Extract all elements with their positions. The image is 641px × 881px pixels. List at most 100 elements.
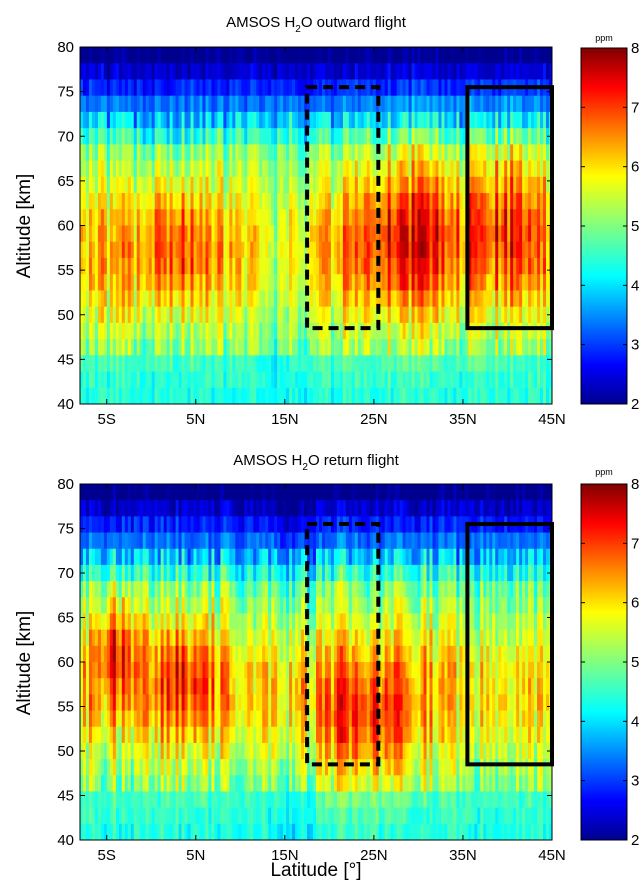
heatmap-cell: [342, 355, 347, 373]
heatmap-cell: [360, 209, 365, 227]
heatmap-cell: [112, 742, 117, 760]
heatmap-cell: [229, 516, 233, 534]
heatmap-cell: [85, 484, 90, 501]
heatmap-cell: [301, 176, 305, 194]
heatmap-cell: [202, 193, 207, 210]
heatmap-cell: [184, 241, 189, 259]
heatmap-cell: [247, 257, 251, 275]
heatmap-cell: [250, 759, 254, 776]
heatmap-cell: [166, 678, 171, 695]
heatmap-cell: [193, 274, 198, 292]
heatmap-cell: [265, 47, 269, 64]
heatmap-cell: [250, 306, 254, 324]
heatmap-cell: [519, 339, 523, 356]
heatmap-cell: [106, 193, 111, 210]
heatmap-cell: [244, 548, 248, 566]
heatmap-cell: [244, 160, 248, 178]
heatmap-cell: [136, 791, 141, 809]
heatmap-cell: [136, 581, 141, 598]
heatmap-cell: [172, 597, 177, 615]
heatmap-cell: [88, 176, 93, 194]
heatmap-cell: [408, 225, 413, 243]
heatmap-cell: [169, 629, 174, 647]
heatmap-cell: [498, 387, 502, 404]
heatmap-cell: [318, 274, 323, 292]
heatmap-cell: [226, 274, 230, 292]
heatmap-cell: [208, 160, 213, 178]
heatmap-cell: [363, 176, 368, 194]
heatmap-cell: [318, 257, 323, 275]
heatmap-cell: [109, 241, 114, 259]
heatmap-cell: [250, 176, 254, 194]
heatmap-cell: [298, 209, 302, 227]
heatmap-cell: [262, 807, 266, 825]
heatmap-cell: [351, 47, 356, 64]
heatmap-cell: [450, 111, 455, 129]
heatmap-cell: [390, 339, 395, 356]
heatmap-cell: [94, 500, 99, 517]
heatmap-cell: [540, 290, 544, 308]
heatmap-cell: [121, 759, 126, 776]
heatmap-cell: [80, 694, 84, 712]
heatmap-cell: [459, 290, 463, 308]
heatmap-cell: [426, 144, 431, 162]
heatmap-cell: [133, 225, 138, 243]
heatmap-cell: [471, 241, 475, 259]
heatmap-cell: [97, 500, 102, 517]
heatmap-cell: [381, 371, 386, 389]
heatmap-cell: [193, 79, 198, 97]
heatmap-cell: [348, 95, 353, 113]
heatmap-cell: [333, 306, 338, 324]
heatmap-cell: [94, 532, 99, 550]
heatmap-cell: [453, 209, 458, 227]
heatmap-cell: [304, 306, 308, 324]
heatmap-cell: [187, 791, 192, 809]
heatmap-cell: [157, 613, 162, 631]
heatmap-cell: [208, 47, 213, 64]
heatmap-cell: [411, 47, 416, 64]
heatmap-cell: [250, 726, 254, 744]
heatmap-cell: [229, 678, 233, 695]
heatmap-cell: [495, 209, 499, 227]
heatmap-cell: [456, 241, 460, 259]
heatmap-cell: [459, 355, 463, 373]
heatmap-cell: [163, 257, 168, 275]
heatmap-cell: [175, 111, 180, 129]
heatmap-cell: [136, 241, 141, 259]
heatmap-cell: [354, 47, 359, 64]
heatmap-cell: [151, 63, 156, 81]
heatmap-cell: [124, 532, 129, 550]
heatmap-cell: [351, 111, 356, 129]
heatmap-cell: [256, 613, 260, 631]
heatmap-cell: [339, 144, 344, 162]
heatmap-cell: [262, 339, 266, 356]
heatmap-cell: [205, 241, 210, 259]
heatmap-cell: [220, 144, 224, 162]
heatmap-cell: [166, 290, 171, 308]
heatmap-cell: [97, 355, 102, 373]
heatmap-cell: [411, 144, 416, 162]
heatmap-cell: [91, 257, 96, 275]
heatmap-cell: [444, 63, 449, 81]
heatmap-cell: [432, 209, 437, 227]
heatmap-cell: [247, 759, 251, 776]
heatmap-cell: [519, 225, 523, 243]
heatmap-cell: [229, 694, 233, 712]
heatmap-cell: [387, 95, 392, 113]
heatmap-cell: [175, 176, 180, 194]
heatmap-cell: [181, 678, 186, 695]
heatmap-cell: [378, 371, 383, 389]
heatmap-cell: [166, 548, 171, 566]
heatmap-cell: [537, 290, 541, 308]
heatmap-cell: [160, 355, 165, 373]
heatmap-cell: [217, 662, 222, 679]
heatmap-cell: [154, 662, 159, 679]
heatmap-cell: [238, 63, 242, 81]
heatmap-cell: [486, 257, 490, 275]
heatmap-cell: [357, 144, 362, 162]
heatmap-cell: [184, 532, 189, 550]
heatmap-cell: [247, 742, 251, 760]
heatmap-cell: [426, 241, 431, 259]
heatmap-cell: [211, 63, 216, 81]
heatmap-cell: [313, 274, 317, 292]
